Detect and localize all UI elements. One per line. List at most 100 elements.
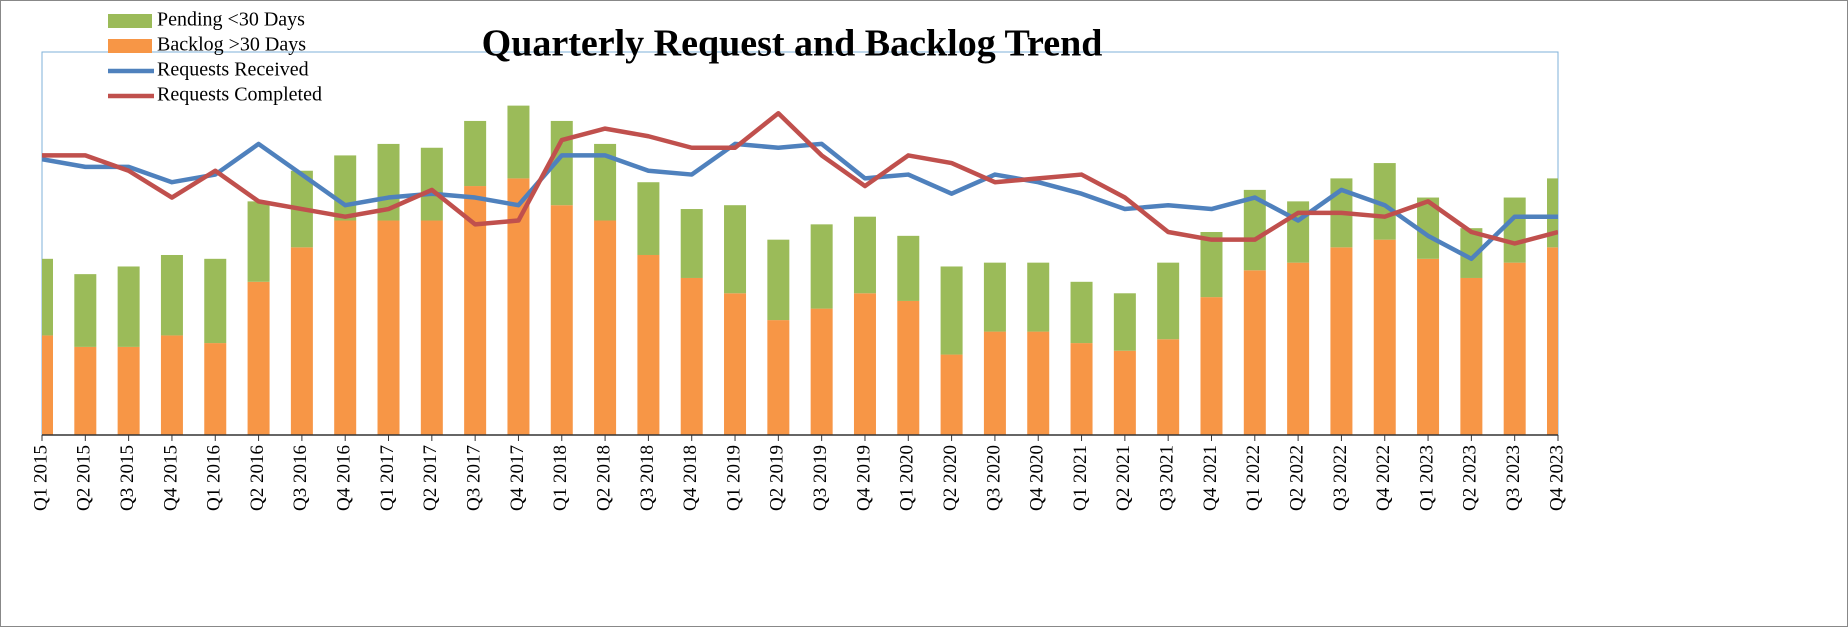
bar-segment bbox=[1417, 197, 1440, 259]
x-tick-label: Q2 2015 bbox=[74, 445, 95, 511]
bar-segment bbox=[160, 335, 183, 435]
bar-segment bbox=[594, 143, 617, 221]
x-tick-label: Q3 2016 bbox=[290, 445, 311, 511]
bar-segment bbox=[1373, 163, 1396, 240]
bar-segment bbox=[1287, 262, 1310, 435]
bar-segment bbox=[940, 266, 963, 355]
bar-segment bbox=[1027, 331, 1050, 435]
bar-segment bbox=[1070, 343, 1093, 435]
bar-segment bbox=[810, 308, 833, 435]
bar-segment bbox=[724, 205, 747, 294]
bar-segment bbox=[637, 254, 660, 435]
bar-segment bbox=[1157, 339, 1180, 435]
bar-segment bbox=[1547, 178, 1558, 248]
x-tick-label: Q3 2015 bbox=[117, 445, 138, 511]
bar-segment bbox=[680, 209, 703, 278]
bar-segment bbox=[940, 354, 963, 435]
x-tick-label: Q3 2023 bbox=[1503, 445, 1524, 511]
bar-segment bbox=[42, 258, 53, 336]
x-tick-label: Q4 2020 bbox=[1027, 445, 1048, 511]
bar-segment bbox=[334, 155, 357, 221]
x-tick-label: Q4 2021 bbox=[1200, 445, 1221, 511]
bar-segment bbox=[204, 343, 227, 435]
bar-segment bbox=[550, 205, 573, 435]
legend-label: Requests Completed bbox=[157, 84, 322, 106]
bar-segment bbox=[810, 224, 833, 309]
bar-segment bbox=[1460, 228, 1483, 278]
x-tick-label: Q1 2021 bbox=[1070, 445, 1091, 511]
bar-segment bbox=[1503, 197, 1526, 263]
bar-segment bbox=[1417, 258, 1440, 435]
bar-segment bbox=[247, 281, 270, 435]
x-tick-label: Q1 2022 bbox=[1243, 445, 1264, 511]
bar-segment bbox=[1243, 189, 1266, 271]
line-series bbox=[42, 141, 1558, 262]
bar-segment bbox=[767, 239, 790, 321]
bar-segment bbox=[1503, 262, 1526, 435]
line-series bbox=[42, 111, 1558, 246]
bar-segment bbox=[1157, 262, 1180, 340]
bar-segment bbox=[507, 105, 530, 179]
x-tick-label: Q2 2021 bbox=[1113, 445, 1134, 511]
bar-segment bbox=[74, 274, 97, 347]
bar-segment bbox=[420, 220, 443, 435]
bar-segment bbox=[983, 331, 1006, 435]
x-tick-label: Q4 2022 bbox=[1373, 445, 1394, 511]
bar-segment bbox=[334, 220, 357, 435]
bar-segment bbox=[42, 335, 53, 435]
bar-segment bbox=[680, 277, 703, 435]
x-tick-label: Q1 2019 bbox=[723, 445, 744, 511]
bar-segment bbox=[853, 216, 876, 294]
x-tick-label: Q4 2023 bbox=[1546, 445, 1567, 511]
x-tick-label: Q1 2018 bbox=[550, 445, 571, 511]
x-tick-label: Q4 2017 bbox=[507, 445, 528, 511]
bar-segment bbox=[74, 346, 97, 435]
x-axis-labels: Q1 2015 Q2 2015 Q3 2015 Q4 2015 Q1 2016 Q2 20… bbox=[30, 435, 1567, 511]
bar-segment bbox=[1113, 350, 1136, 435]
x-tick-label: Q2 2023 bbox=[1460, 445, 1481, 511]
bar-segment bbox=[550, 120, 573, 206]
bar-segment bbox=[420, 147, 443, 221]
bar-segment bbox=[160, 254, 183, 336]
x-tick-label: Q4 2018 bbox=[680, 445, 701, 511]
legend-label: Pending <30 Days bbox=[157, 9, 305, 31]
bar-segment bbox=[983, 262, 1006, 332]
bar-segment bbox=[1200, 297, 1223, 435]
bar-segment bbox=[1547, 247, 1558, 435]
x-tick-label: Q1 2020 bbox=[897, 445, 918, 511]
x-tick-label: Q4 2019 bbox=[853, 445, 874, 511]
bar-segment bbox=[853, 293, 876, 435]
bar-segment bbox=[1243, 270, 1266, 435]
bar-segment bbox=[377, 220, 400, 435]
bar-segment bbox=[464, 120, 487, 187]
bar-segment bbox=[1113, 293, 1136, 351]
bar-segment bbox=[897, 235, 920, 301]
x-tick-label: Q1 2023 bbox=[1416, 445, 1437, 511]
bar-segment bbox=[1373, 239, 1396, 435]
x-tick-label: Q2 2016 bbox=[247, 445, 268, 511]
x-tick-label: Q2 2017 bbox=[420, 445, 441, 511]
bar-segment bbox=[117, 346, 140, 435]
x-tick-label: Q2 2020 bbox=[940, 445, 961, 511]
bar-segment bbox=[117, 266, 140, 347]
x-tick-label: Q2 2019 bbox=[767, 445, 788, 511]
x-tick-label: Q3 2017 bbox=[464, 445, 485, 511]
bar-segment bbox=[247, 201, 270, 282]
x-tick-label: Q4 2016 bbox=[334, 445, 355, 511]
chart-title: Quarterly Request and Backlog Trend bbox=[482, 23, 1103, 65]
bar-segment bbox=[1460, 277, 1483, 435]
bar-segment bbox=[464, 186, 487, 435]
x-tick-label: Q3 2022 bbox=[1330, 445, 1351, 511]
bar-segment bbox=[507, 178, 530, 435]
bar-segment bbox=[1200, 232, 1223, 298]
legend: Pending <30 Days Backlog >30 Days Requests… bbox=[108, 9, 322, 106]
x-tick-label: Q3 2019 bbox=[810, 445, 831, 511]
legend-swatch bbox=[108, 39, 152, 53]
x-tick-label: Q3 2020 bbox=[983, 445, 1004, 511]
bar-segment bbox=[767, 320, 790, 435]
x-tick-label: Q3 2018 bbox=[637, 445, 658, 511]
bar-segment bbox=[290, 247, 313, 435]
bar-segment bbox=[724, 293, 747, 435]
